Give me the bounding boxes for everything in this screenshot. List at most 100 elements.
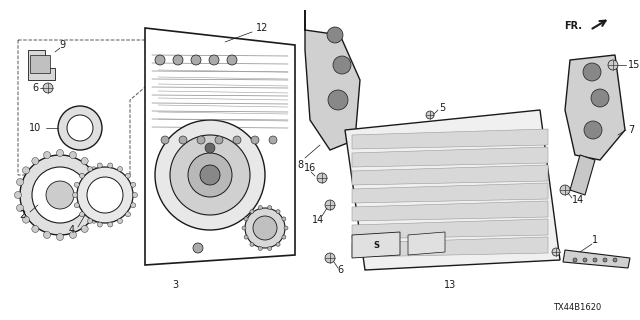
Circle shape xyxy=(88,166,93,172)
Circle shape xyxy=(118,219,122,223)
Text: FR.: FR. xyxy=(564,21,582,31)
Text: 5: 5 xyxy=(439,103,445,113)
Text: 8: 8 xyxy=(297,160,303,170)
Circle shape xyxy=(118,166,122,172)
Circle shape xyxy=(161,136,169,144)
Polygon shape xyxy=(28,50,55,80)
Polygon shape xyxy=(352,219,548,239)
Circle shape xyxy=(22,216,29,223)
Polygon shape xyxy=(352,237,548,257)
Circle shape xyxy=(591,89,609,107)
Text: 14: 14 xyxy=(312,215,324,225)
Bar xyxy=(30,55,50,73)
Circle shape xyxy=(132,193,138,197)
Circle shape xyxy=(99,191,106,198)
Circle shape xyxy=(426,111,434,119)
Circle shape xyxy=(259,205,262,210)
Text: 2: 2 xyxy=(19,210,25,220)
Circle shape xyxy=(81,157,88,164)
Circle shape xyxy=(108,163,113,168)
Circle shape xyxy=(259,246,262,251)
Text: 13: 13 xyxy=(444,280,456,290)
Polygon shape xyxy=(352,232,400,258)
Circle shape xyxy=(43,83,53,93)
Circle shape xyxy=(284,226,288,230)
Circle shape xyxy=(74,182,79,187)
Text: 4: 4 xyxy=(69,225,75,235)
Polygon shape xyxy=(345,110,560,270)
Circle shape xyxy=(268,205,271,210)
Circle shape xyxy=(193,243,203,253)
Circle shape xyxy=(15,191,22,198)
Circle shape xyxy=(90,216,97,223)
Circle shape xyxy=(200,165,220,185)
Circle shape xyxy=(44,231,51,238)
Polygon shape xyxy=(352,165,548,185)
Text: 7: 7 xyxy=(628,125,634,135)
Circle shape xyxy=(79,173,84,178)
Circle shape xyxy=(72,193,77,197)
Circle shape xyxy=(188,153,232,197)
Circle shape xyxy=(125,173,131,178)
Circle shape xyxy=(233,136,241,144)
Circle shape xyxy=(17,179,24,186)
Text: 9: 9 xyxy=(59,40,65,50)
Circle shape xyxy=(191,55,201,65)
Circle shape xyxy=(173,55,183,65)
Text: 12: 12 xyxy=(256,23,268,33)
Text: 1: 1 xyxy=(592,235,598,245)
Circle shape xyxy=(97,179,104,186)
Text: 6: 6 xyxy=(337,265,343,275)
Circle shape xyxy=(20,155,100,235)
Circle shape xyxy=(88,219,93,223)
Circle shape xyxy=(81,226,88,232)
Circle shape xyxy=(179,136,187,144)
Polygon shape xyxy=(352,129,548,149)
Circle shape xyxy=(560,185,570,195)
Polygon shape xyxy=(408,232,445,255)
Text: 6: 6 xyxy=(32,83,38,93)
Circle shape xyxy=(22,167,29,174)
Circle shape xyxy=(276,210,280,213)
Circle shape xyxy=(250,210,254,213)
Text: S: S xyxy=(373,241,379,250)
Circle shape xyxy=(77,167,133,223)
Circle shape xyxy=(269,136,277,144)
Circle shape xyxy=(108,222,113,227)
Circle shape xyxy=(90,167,97,174)
Text: 16: 16 xyxy=(304,163,316,173)
Circle shape xyxy=(32,167,88,223)
Circle shape xyxy=(44,152,51,158)
Circle shape xyxy=(250,243,254,246)
Circle shape xyxy=(227,55,237,65)
Circle shape xyxy=(46,181,74,209)
Circle shape xyxy=(70,152,76,158)
Circle shape xyxy=(276,243,280,246)
Circle shape xyxy=(613,258,617,262)
Circle shape xyxy=(583,63,601,81)
Circle shape xyxy=(197,136,205,144)
Circle shape xyxy=(325,253,335,263)
Circle shape xyxy=(67,115,93,141)
Circle shape xyxy=(552,248,560,256)
Circle shape xyxy=(170,135,250,215)
Circle shape xyxy=(32,157,39,164)
Circle shape xyxy=(87,177,123,213)
Circle shape xyxy=(245,208,285,248)
Circle shape xyxy=(583,258,587,262)
Circle shape xyxy=(32,226,39,232)
Circle shape xyxy=(97,222,102,227)
Circle shape xyxy=(282,217,286,221)
Circle shape xyxy=(328,90,348,110)
Circle shape xyxy=(325,200,335,210)
Circle shape xyxy=(333,56,351,74)
Polygon shape xyxy=(563,250,630,268)
Circle shape xyxy=(17,204,24,212)
Circle shape xyxy=(56,234,63,241)
Circle shape xyxy=(251,136,259,144)
Circle shape xyxy=(125,212,131,217)
Circle shape xyxy=(242,226,246,230)
Polygon shape xyxy=(352,201,548,221)
Circle shape xyxy=(74,203,79,208)
Circle shape xyxy=(215,136,223,144)
